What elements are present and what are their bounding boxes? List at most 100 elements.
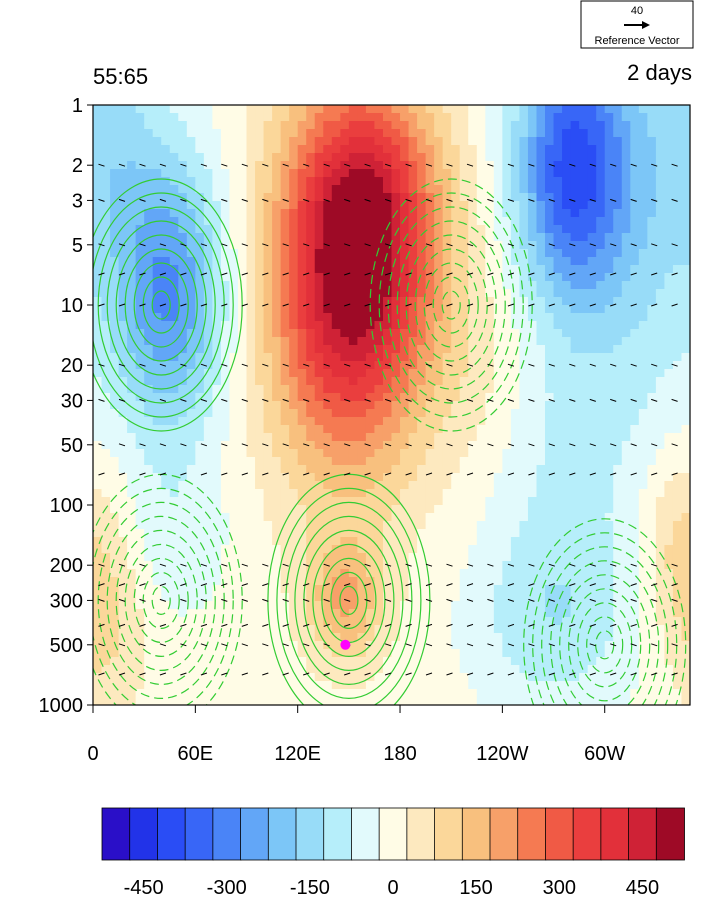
heatmap-cell	[468, 129, 478, 138]
heatmap-cell	[647, 441, 657, 450]
heatmap-cell	[127, 289, 137, 298]
heatmap-cell	[297, 345, 307, 354]
heatmap-cell	[417, 153, 427, 162]
heatmap-cell	[408, 625, 418, 634]
heatmap-cell	[493, 209, 503, 218]
heatmap-cell	[144, 665, 154, 674]
heatmap-cell	[306, 569, 316, 578]
heatmap-cell	[536, 649, 546, 658]
heatmap-cell	[110, 649, 120, 658]
heatmap-cell	[263, 433, 273, 442]
heatmap-cell	[672, 233, 683, 242]
heatmap-cell	[186, 385, 196, 394]
heatmap-cell	[229, 273, 239, 282]
heatmap-cell	[382, 465, 393, 474]
heatmap-cell	[340, 241, 350, 250]
heatmap-cell	[127, 313, 137, 322]
heatmap-cell	[417, 313, 427, 322]
heatmap-cell	[621, 369, 631, 378]
heatmap-cell	[93, 193, 103, 202]
heatmap-cell	[502, 257, 512, 266]
heatmap-cell	[263, 105, 273, 114]
heatmap-cell	[135, 505, 145, 514]
heatmap-cell	[579, 233, 589, 242]
heatmap-cell	[536, 465, 546, 474]
heatmap-cell	[237, 465, 248, 474]
heatmap-cell	[246, 497, 256, 506]
heatmap-cell	[476, 569, 486, 578]
heatmap-cell	[246, 665, 256, 674]
heatmap-cell	[246, 297, 256, 306]
heatmap-cell	[536, 593, 546, 602]
heatmap-cell	[272, 465, 282, 474]
heatmap-cell	[161, 145, 171, 154]
heatmap-cell	[391, 577, 401, 586]
heatmap-cell	[374, 641, 384, 650]
heatmap-cell	[587, 217, 597, 226]
heatmap-cell	[135, 657, 145, 666]
heatmap-cell	[220, 425, 231, 434]
heatmap-cell	[570, 361, 580, 370]
heatmap-cell	[289, 273, 299, 282]
heatmap-cell	[417, 129, 427, 138]
heatmap-cell	[655, 433, 666, 442]
heatmap-cell	[255, 425, 265, 434]
heatmap-cell	[246, 241, 256, 250]
heatmap-cell	[186, 281, 196, 290]
heatmap-cell	[570, 193, 580, 202]
heatmap-cell	[297, 649, 307, 658]
heatmap-cell	[306, 153, 316, 162]
heatmap-cell	[527, 393, 538, 402]
heatmap-cell	[280, 409, 290, 418]
heatmap-cell	[587, 497, 597, 506]
heatmap-cell	[630, 289, 640, 298]
heatmap-cell	[152, 193, 162, 202]
heatmap-cell	[280, 417, 290, 426]
heatmap-cell	[459, 497, 469, 506]
heatmap-cell	[203, 321, 213, 330]
heatmap-cell	[110, 313, 120, 322]
heatmap-cell	[527, 185, 538, 194]
heatmap-cell	[587, 409, 597, 418]
heatmap-cell	[101, 481, 111, 490]
heatmap-cell	[280, 489, 290, 498]
heatmap-cell	[502, 617, 512, 626]
heatmap-cell	[297, 297, 307, 306]
heatmap-cell	[118, 297, 128, 306]
heatmap-cell	[195, 425, 205, 434]
heatmap-cell	[237, 185, 248, 194]
heatmap-cell	[630, 177, 640, 186]
heatmap-cell	[365, 161, 376, 170]
heatmap-cell	[255, 233, 265, 242]
heatmap-cell	[101, 385, 111, 394]
heatmap-cell	[451, 161, 461, 170]
heatmap-cell	[391, 265, 401, 274]
heatmap-cell	[135, 241, 145, 250]
heatmap-cell	[613, 657, 623, 666]
heatmap-cell	[553, 505, 563, 514]
heatmap-cell	[127, 553, 137, 562]
heatmap-cell	[144, 337, 154, 346]
heatmap-cell	[144, 289, 154, 298]
heatmap-cell	[169, 169, 179, 178]
heatmap-cell	[340, 385, 350, 394]
heatmap-cell	[527, 177, 538, 186]
heatmap-cell	[664, 465, 674, 474]
heatmap-cell	[280, 449, 290, 458]
heatmap-cell	[570, 497, 580, 506]
heatmap-cell	[519, 545, 529, 554]
heatmap-cell	[186, 649, 196, 658]
heatmap-cell	[220, 321, 231, 330]
heatmap-cell	[144, 625, 154, 634]
heatmap-cell	[212, 465, 222, 474]
heatmap-cell	[527, 545, 538, 554]
heatmap-cell	[613, 593, 623, 602]
heatmap-cell	[596, 633, 606, 642]
heatmap-cell	[237, 481, 248, 490]
heatmap-cell	[203, 617, 213, 626]
heatmap-cell	[255, 153, 265, 162]
heatmap-cell	[655, 521, 666, 530]
heatmap-cell	[314, 585, 324, 594]
heatmap-cell	[101, 249, 111, 258]
heatmap-cell	[357, 121, 367, 130]
